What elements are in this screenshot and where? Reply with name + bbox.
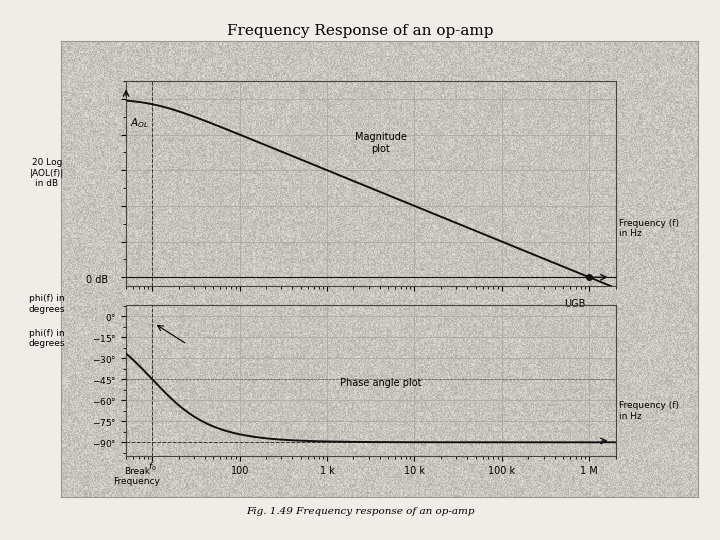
Text: Frequency (f)
in Hz: Frequency (f) in Hz [619, 219, 679, 239]
Text: $A_{OL}$: $A_{OL}$ [130, 116, 149, 130]
Text: Break
Frequency: Break Frequency [113, 467, 161, 487]
Text: $f_0$: $f_0$ [148, 461, 157, 473]
Text: phi(f) in
degrees: phi(f) in degrees [29, 329, 65, 348]
Text: Fig. 1.49 Frequency response of an op-amp: Fig. 1.49 Frequency response of an op-am… [246, 507, 474, 516]
Text: Frequency (f)
in Hz: Frequency (f) in Hz [619, 401, 679, 421]
Text: 20 Log
|AOL(f)|
in dB: 20 Log |AOL(f)| in dB [30, 158, 64, 188]
Text: 0 dB: 0 dB [86, 275, 108, 285]
Text: phi(f) in
degrees: phi(f) in degrees [29, 294, 65, 314]
Text: Frequency Response of an op-amp: Frequency Response of an op-amp [227, 24, 493, 38]
Text: UGB: UGB [564, 299, 585, 308]
Text: Magnitude
plot: Magnitude plot [355, 132, 407, 154]
Text: Phase angle plot: Phase angle plot [340, 377, 421, 388]
